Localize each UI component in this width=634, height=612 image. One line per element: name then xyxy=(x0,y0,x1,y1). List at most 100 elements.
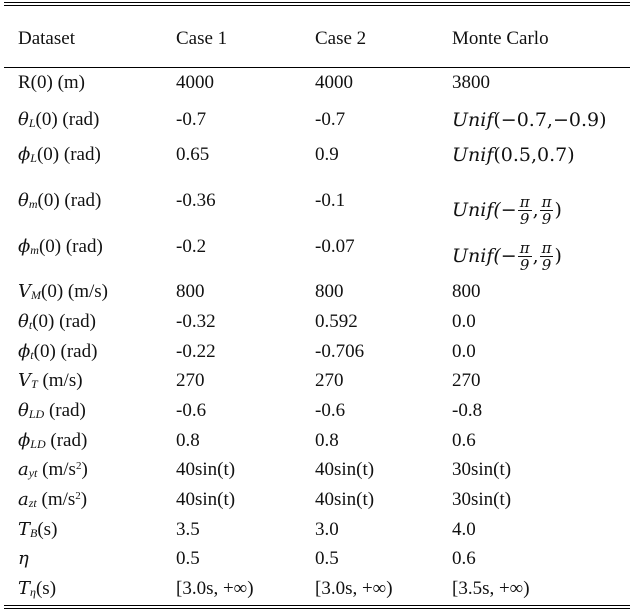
unif-range: (0.5,0.7) xyxy=(493,144,575,166)
case-2-value: 4000 xyxy=(315,72,353,93)
monte-carlo-value: 4.0 xyxy=(452,519,476,540)
parameter-superscript: 2 xyxy=(75,490,81,502)
case-2-value: -0.1 xyxy=(315,190,346,211)
parameter-symbol: ϕ xyxy=(18,430,31,451)
case-1-value: -0.32 xyxy=(176,311,216,332)
case-1-value: 3.5 xyxy=(176,519,200,540)
parameter-unit: (m/s xyxy=(37,459,76,480)
case-1-value: 40sin(t) xyxy=(176,489,236,510)
case-2-value: -0.6 xyxy=(315,400,346,421)
monte-carlo-value: Unif(0.5,0.7) xyxy=(452,144,575,167)
parameter-symbol: V xyxy=(18,281,31,302)
parameter-symbol: T xyxy=(18,519,31,540)
parameter-unit: (0) (m/s) xyxy=(41,281,109,302)
monte-carlo-value: -0.8 xyxy=(452,400,483,421)
close-paren: ) xyxy=(554,198,562,221)
parameter-symbol: η xyxy=(18,548,29,569)
fraction-numerator: π xyxy=(539,193,554,211)
case-1-value: 0.65 xyxy=(176,144,210,165)
header-case-2: Case 2 xyxy=(315,28,367,49)
parameter-unit: (0) (rad) xyxy=(33,341,98,362)
parameter-symbol: V xyxy=(18,370,31,391)
header-rule xyxy=(4,67,630,68)
comma: , xyxy=(532,198,539,221)
parameter-cell: Tη(s) xyxy=(18,578,56,601)
monte-carlo-value: 30sin(t) xyxy=(452,489,512,510)
parameter-unit-close: ) xyxy=(80,489,88,510)
monte-carlo-value: Unif(− π 9, π 9) xyxy=(452,240,562,273)
monte-carlo-value: 3800 xyxy=(452,72,490,93)
parameter-subscript: zt xyxy=(28,496,37,510)
parameter-subscript: yt xyxy=(28,466,38,480)
unif-label: Unif( xyxy=(452,244,501,267)
monte-carlo-value: Unif(−0.7,−0.9) xyxy=(452,109,607,132)
monte-carlo-value: 270 xyxy=(452,370,481,391)
parameter-subscript: LD xyxy=(28,407,45,421)
case-1-value: 4000 xyxy=(176,72,214,93)
case-2-value: -0.07 xyxy=(315,236,355,257)
parameter-symbol: θ xyxy=(18,311,29,332)
monte-carlo-value: 0.0 xyxy=(452,311,476,332)
close-paren: ) xyxy=(554,244,562,267)
case-2-value: 0.9 xyxy=(315,144,339,165)
unif-expression: Unif(0.5,0.7) xyxy=(452,144,575,166)
parameter-unit: (m/s) xyxy=(37,370,83,391)
parameter-cell: ϕm(0) (rad) xyxy=(18,236,103,259)
monte-carlo-value: 0.6 xyxy=(452,430,476,451)
header-dataset: Dataset xyxy=(18,28,75,49)
case-1-value: 40sin(t) xyxy=(176,459,236,480)
case-2-value: 0.592 xyxy=(315,311,358,332)
monte-carlo-value: 30sin(t) xyxy=(452,459,512,480)
parameter-cell: ϕt(0) (rad) xyxy=(18,341,97,364)
parameter-cell: η xyxy=(18,548,29,570)
monte-carlo-value: Unif(− π 9, π 9) xyxy=(452,194,562,227)
parameter-label: R(0) (m) xyxy=(18,72,86,93)
unif-label: Unif xyxy=(452,144,494,166)
parameter-subscript: t xyxy=(28,318,33,332)
parameter-symbol: ϕ xyxy=(18,144,31,165)
comma: , xyxy=(532,244,539,267)
parameter-cell: ayt (m/s2) xyxy=(18,459,88,483)
case-1-value: -0.36 xyxy=(176,190,216,211)
unif-label: Unif xyxy=(452,109,494,131)
parameter-subscript: M xyxy=(31,288,41,302)
parameter-cell: θm(0) (rad) xyxy=(18,190,101,213)
parameter-symbol: ϕ xyxy=(18,341,31,362)
parameter-subscript: B xyxy=(30,526,38,540)
parameter-superscript: 2 xyxy=(75,460,82,472)
fraction-denominator: 9 xyxy=(519,210,530,228)
unif-expression: Unif(− π 9, π 9) xyxy=(452,240,562,273)
parameter-unit: (m/s xyxy=(36,489,76,510)
monte-carlo-value: 800 xyxy=(452,281,481,302)
fraction-denominator: 9 xyxy=(519,256,530,274)
parameter-cell: ϕLD (rad) xyxy=(18,430,87,453)
parameter-subscript: L xyxy=(28,116,36,130)
case-1-value: 0.8 xyxy=(176,430,200,451)
parameter-unit-close: ) xyxy=(81,459,88,480)
parameter-subscript: m xyxy=(28,197,38,211)
case-1-value: [3.0s, +∞) xyxy=(176,578,254,599)
parameter-unit: (rad) xyxy=(44,400,86,421)
case-1-value: -0.7 xyxy=(176,109,207,130)
parameter-symbol: a xyxy=(18,459,29,480)
case-1-value: -0.6 xyxy=(176,400,207,421)
unif-expression: Unif(− π 9, π 9) xyxy=(452,194,562,227)
monte-carlo-value: 0.6 xyxy=(452,548,476,569)
parameter-unit: (0) (rad) xyxy=(32,311,97,332)
case-2-value: 40sin(t) xyxy=(315,459,375,480)
case-2-value: -0.706 xyxy=(315,341,365,362)
case-2-value: 40sin(t) xyxy=(315,489,375,510)
parameter-unit: (0) (rad) xyxy=(35,109,100,130)
case-2-value: -0.7 xyxy=(315,109,346,130)
monte-carlo-value: [3.5s, +∞) xyxy=(452,578,530,599)
fraction-numerator: π xyxy=(539,239,554,257)
minus-sign: − xyxy=(500,244,517,267)
monte-carlo-value: 0.0 xyxy=(452,341,476,362)
case-2-value: 0.8 xyxy=(315,430,339,451)
parameter-unit: (0) (rad) xyxy=(36,144,101,165)
parameter-cell: ϕL(0) (rad) xyxy=(18,144,101,167)
